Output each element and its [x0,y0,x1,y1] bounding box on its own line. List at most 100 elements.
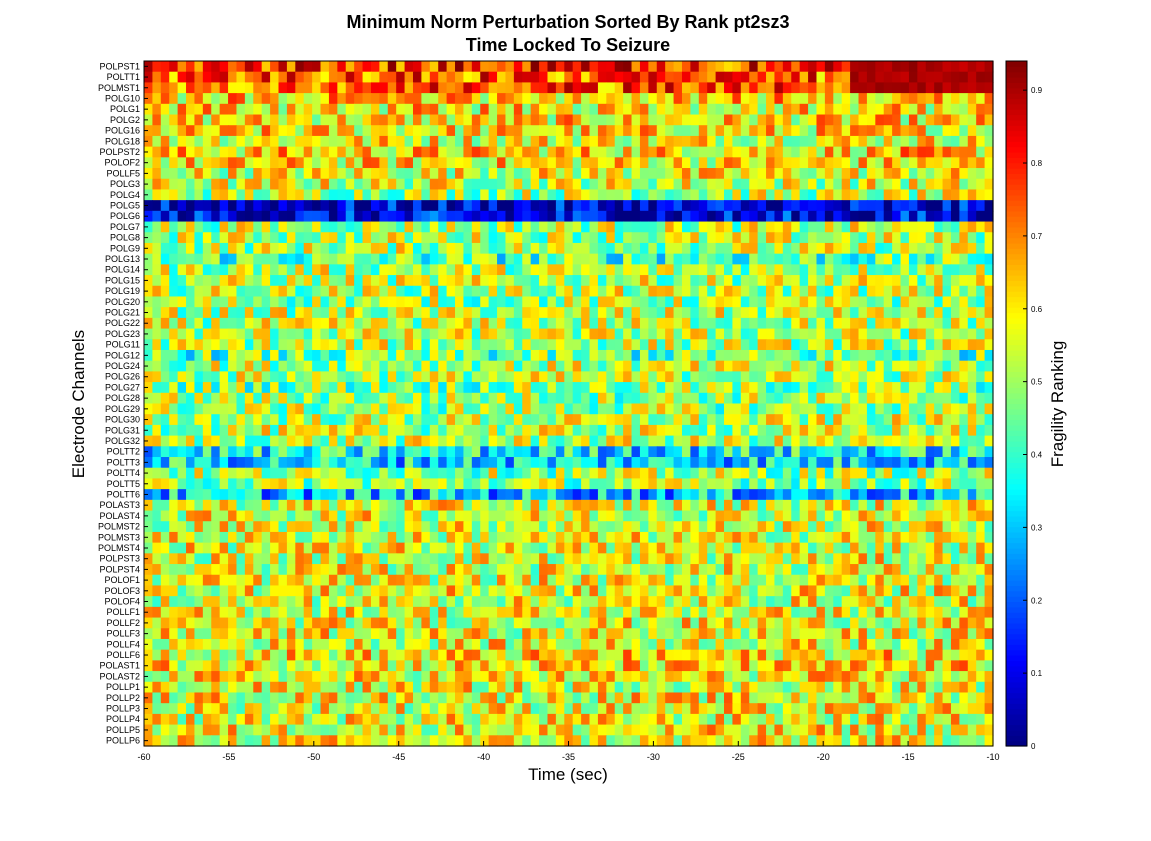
heatmap-cell [883,542,893,554]
heatmap-cell [774,446,784,458]
heatmap-cell [942,414,952,426]
heatmap-cell [900,457,910,469]
heatmap-cell [816,210,826,223]
heatmap-cell [438,210,448,223]
heatmap-cell [488,531,498,544]
heatmap-cell [244,285,254,298]
heatmap-cell [766,542,776,554]
heatmap-cell [328,71,338,83]
heatmap-cell [194,553,204,565]
heatmap-cell [362,403,372,415]
heatmap-cell [177,168,187,180]
heatmap-cell [799,382,809,394]
heatmap-cell [328,232,338,244]
heatmap-cell [934,414,944,426]
heatmap-cell [950,510,960,522]
heatmap-cell [261,157,271,169]
heatmap-cell [169,135,179,148]
heatmap-cell [875,253,885,265]
heatmap-cell [202,564,212,576]
heatmap-cell [488,521,498,533]
heatmap-cell [934,489,944,501]
heatmap-cell [530,285,540,298]
heatmap-cell [505,157,515,169]
heatmap-cell [446,82,456,94]
heatmap-cell [967,178,977,191]
heatmap-cell [766,264,776,276]
heatmap-cell [639,521,649,533]
heatmap-cell [589,242,599,255]
heatmap-cell [463,574,473,587]
heatmap-cell [690,467,700,480]
heatmap-cell [253,61,263,73]
heatmap-cell [690,328,700,340]
heatmap-cell [589,61,599,73]
heatmap-cell [387,125,397,137]
heatmap-cell [749,210,759,223]
heatmap-cell [522,499,532,512]
heatmap-cell [480,521,490,533]
heatmap-cell [824,221,834,233]
heatmap-cell [169,61,179,73]
heatmap-cell [152,371,162,383]
heatmap-cell [950,424,960,437]
heatmap-cell [597,210,607,223]
heatmap-cell [438,221,448,233]
heatmap-cell [942,221,952,233]
heatmap-cell [564,414,574,426]
heatmap-cell [942,125,952,137]
heatmap-cell [228,499,238,512]
heatmap-cell [597,178,607,191]
heatmap-cell [404,499,414,512]
heatmap-cell [707,61,717,73]
heatmap-cell [354,200,364,212]
heatmap-cell [144,71,154,83]
heatmap-cell [984,221,994,233]
heatmap-cell [539,542,549,554]
heatmap-cell [530,178,540,191]
heatmap-cell [639,446,649,458]
heatmap-cell [774,275,784,287]
heatmap-cell [597,82,607,94]
heatmap-cell [606,157,616,169]
heatmap-cell [236,285,246,298]
heatmap-cell [681,382,691,394]
heatmap-cell [690,275,700,287]
heatmap-cell [144,275,154,287]
heatmap-cell [354,146,364,158]
heatmap-cell [850,317,860,330]
heatmap-cell [387,360,397,372]
heatmap-cell [522,553,532,565]
heatmap-cell [488,382,498,394]
heatmap-cell [724,489,734,501]
heatmap-cell [564,103,574,116]
heatmap-cell [639,457,649,469]
heatmap-cell [555,168,565,180]
heatmap-cell [917,221,927,233]
heatmap-cell [236,392,246,405]
heatmap-cell [480,114,490,126]
heatmap-cell [480,296,490,308]
heatmap-cell [186,242,196,255]
heatmap-cell [379,414,389,426]
heatmap-cell [429,114,439,126]
heatmap-cell [648,542,658,554]
heatmap-cell [950,446,960,458]
heatmap-cell [497,221,507,233]
heatmap-cell [412,414,422,426]
heatmap-cell [555,489,565,501]
heatmap-cell [648,446,658,458]
heatmap-cell [984,275,994,287]
heatmap-cell [555,392,565,405]
heatmap-cell [589,403,599,415]
heatmap-cell [681,553,691,565]
heatmap-cell [488,285,498,298]
heatmap-cell [396,125,406,137]
heatmap-cell [597,146,607,158]
heatmap-cell [791,146,801,158]
heatmap-cell [581,82,591,94]
heatmap-cell [404,307,414,319]
heatmap-cell [429,414,439,426]
heatmap-cell [866,93,876,105]
